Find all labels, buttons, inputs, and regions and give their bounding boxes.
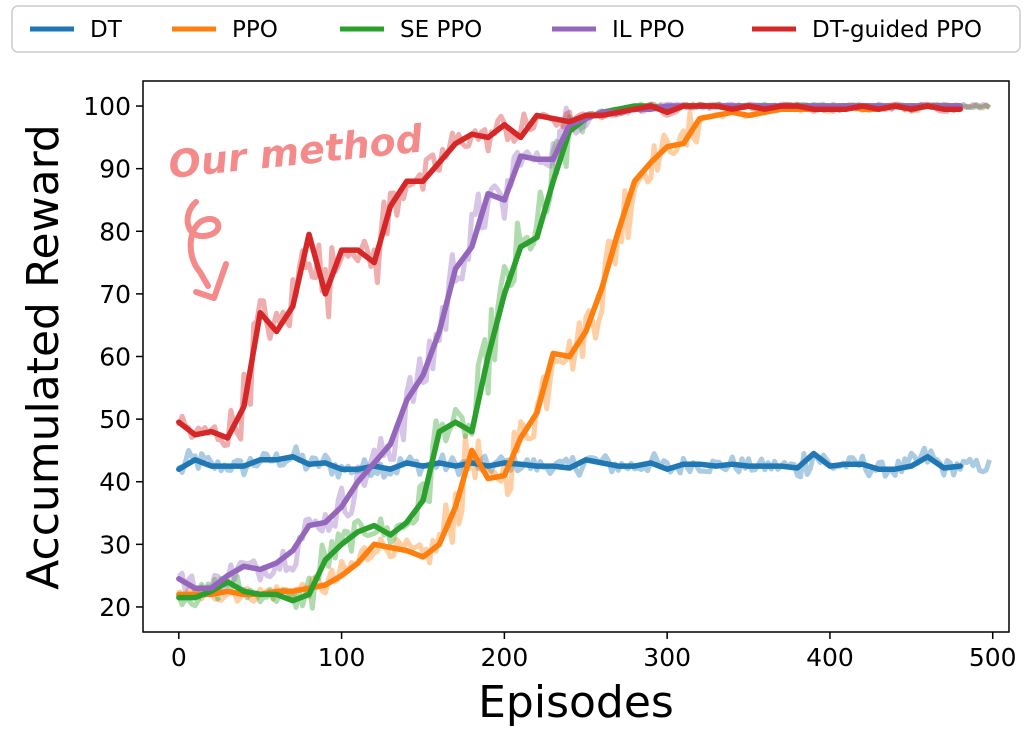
y-tick-label: 20 bbox=[99, 593, 131, 622]
legend-entry-ppo: PPO bbox=[172, 17, 278, 43]
raw-traces bbox=[176, 101, 992, 611]
annotation-text: Our method bbox=[166, 116, 425, 187]
x-axis-title: Episodes bbox=[478, 677, 674, 728]
y-tick-label: 70 bbox=[99, 280, 131, 309]
legend-entry-dt: DT bbox=[30, 17, 123, 43]
legend-entry-se-ppo: SE PPO bbox=[340, 17, 482, 43]
x-tick-label: 500 bbox=[969, 643, 1017, 672]
y-tick-label: 80 bbox=[99, 217, 131, 246]
y-tick-label: 90 bbox=[99, 155, 131, 184]
y-tick-label: 50 bbox=[99, 405, 131, 434]
legend-label-ppo: PPO bbox=[232, 17, 278, 43]
x-tick-label: 300 bbox=[643, 643, 691, 672]
legend-label-dt-guided-ppo: DT-guided PPO bbox=[812, 17, 982, 43]
series-line-dt bbox=[176, 450, 963, 472]
legend-frame bbox=[11, 5, 1021, 53]
legend-entry-dt-guided-ppo: DT-guided PPO bbox=[752, 17, 982, 43]
x-tick-label: 400 bbox=[806, 643, 854, 672]
y-axis-title: Accumulated Reward bbox=[18, 124, 69, 590]
legend: DT PPO SE PPO IL PPO DT-guided PPO bbox=[11, 5, 1021, 53]
x-tick-label: 200 bbox=[481, 643, 529, 672]
curly-arrow-icon bbox=[184, 199, 222, 289]
x-tick-label: 0 bbox=[171, 643, 187, 672]
y-tick-label: 40 bbox=[99, 468, 131, 497]
legend-label-il-ppo: IL PPO bbox=[612, 17, 685, 43]
series-raw-ppo bbox=[176, 101, 992, 604]
y-axis: 20 30 40 50 60 70 80 90 100 bbox=[83, 92, 143, 622]
y-tick-label: 30 bbox=[99, 530, 131, 559]
y-tick-label: 100 bbox=[83, 92, 131, 121]
legend-label-se-ppo: SE PPO bbox=[400, 17, 482, 43]
series-line-il-ppo bbox=[176, 103, 963, 591]
series-line-dt-guided-ppo bbox=[176, 103, 963, 441]
y-tick-label: 60 bbox=[99, 343, 131, 372]
arrow-head-icon bbox=[193, 261, 229, 301]
legend-entry-il-ppo: IL PPO bbox=[552, 17, 685, 43]
x-axis: 0 100 200 300 400 500 bbox=[171, 632, 1017, 672]
legend-label-dt: DT bbox=[90, 17, 123, 43]
x-tick-label: 100 bbox=[318, 643, 366, 672]
series-lines bbox=[176, 103, 963, 604]
